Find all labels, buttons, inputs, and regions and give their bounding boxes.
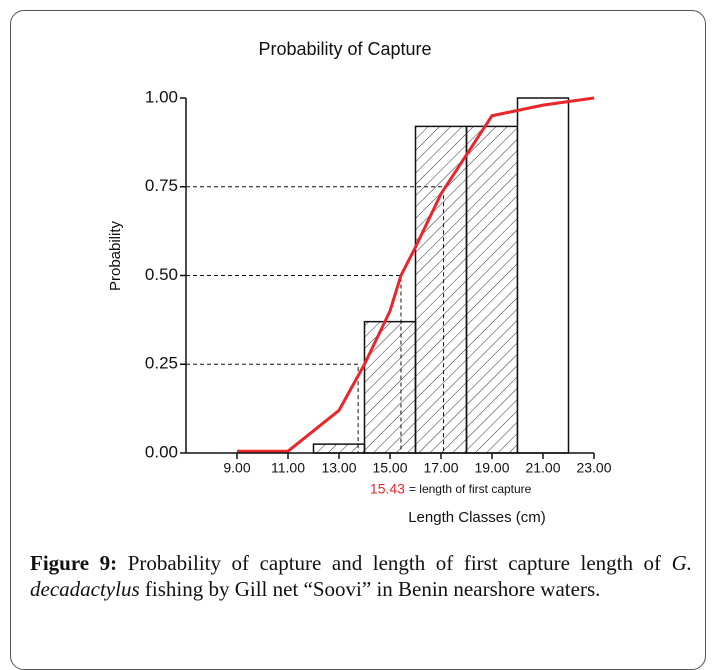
- caption: Figure 9: Probability of capture and len…: [30, 550, 692, 602]
- y-tick-label: 0.75: [145, 176, 178, 195]
- reference-line: [186, 363, 359, 453]
- x-tick-label: 13.00: [321, 460, 356, 476]
- y-tick-label: 0.00: [145, 442, 178, 461]
- bar: [414, 125, 468, 454]
- x-tick-label: 21.00: [525, 460, 560, 476]
- probability-line: [237, 96, 595, 453]
- reference-line: [186, 275, 402, 453]
- x-tick-label: 11.00: [271, 460, 305, 476]
- bar: [465, 125, 519, 454]
- y-tick-label: 1.00: [145, 87, 178, 106]
- x-tick-label: 19.00: [474, 460, 509, 476]
- y-tick-label: 0.50: [145, 265, 178, 284]
- reference-line: [186, 186, 445, 453]
- page: Probability of Capture Probability Lengt…: [10, 10, 706, 670]
- chart: Probability of Capture Probability Lengt…: [107, 39, 612, 526]
- x-axis-label: Length Classes (cm): [408, 509, 546, 526]
- chart-title: Probability of Capture: [258, 39, 431, 59]
- y-axis-label: Probability: [107, 220, 124, 291]
- x-tick-label: 17.00: [423, 460, 458, 476]
- caption-label: Figure 9:: [30, 551, 118, 575]
- x-tick-label: 23.00: [576, 460, 611, 476]
- x-tick-label: 9.00: [223, 460, 250, 476]
- caption-species: G. decadactylus: [30, 551, 692, 601]
- bar: [363, 320, 417, 454]
- y-tick-label: 0.25: [145, 354, 178, 373]
- bar: [312, 443, 366, 454]
- caption-text: fishing by Gill net “Soovi” in Benin nea…: [139, 577, 601, 601]
- first-capture-label: = length of first capture: [409, 482, 532, 496]
- first-capture-value: 15.43: [370, 481, 405, 497]
- bar: [516, 97, 570, 454]
- x-tick-label: 15.00: [372, 460, 407, 476]
- caption-text: Probability of capture and length of fir…: [127, 551, 672, 575]
